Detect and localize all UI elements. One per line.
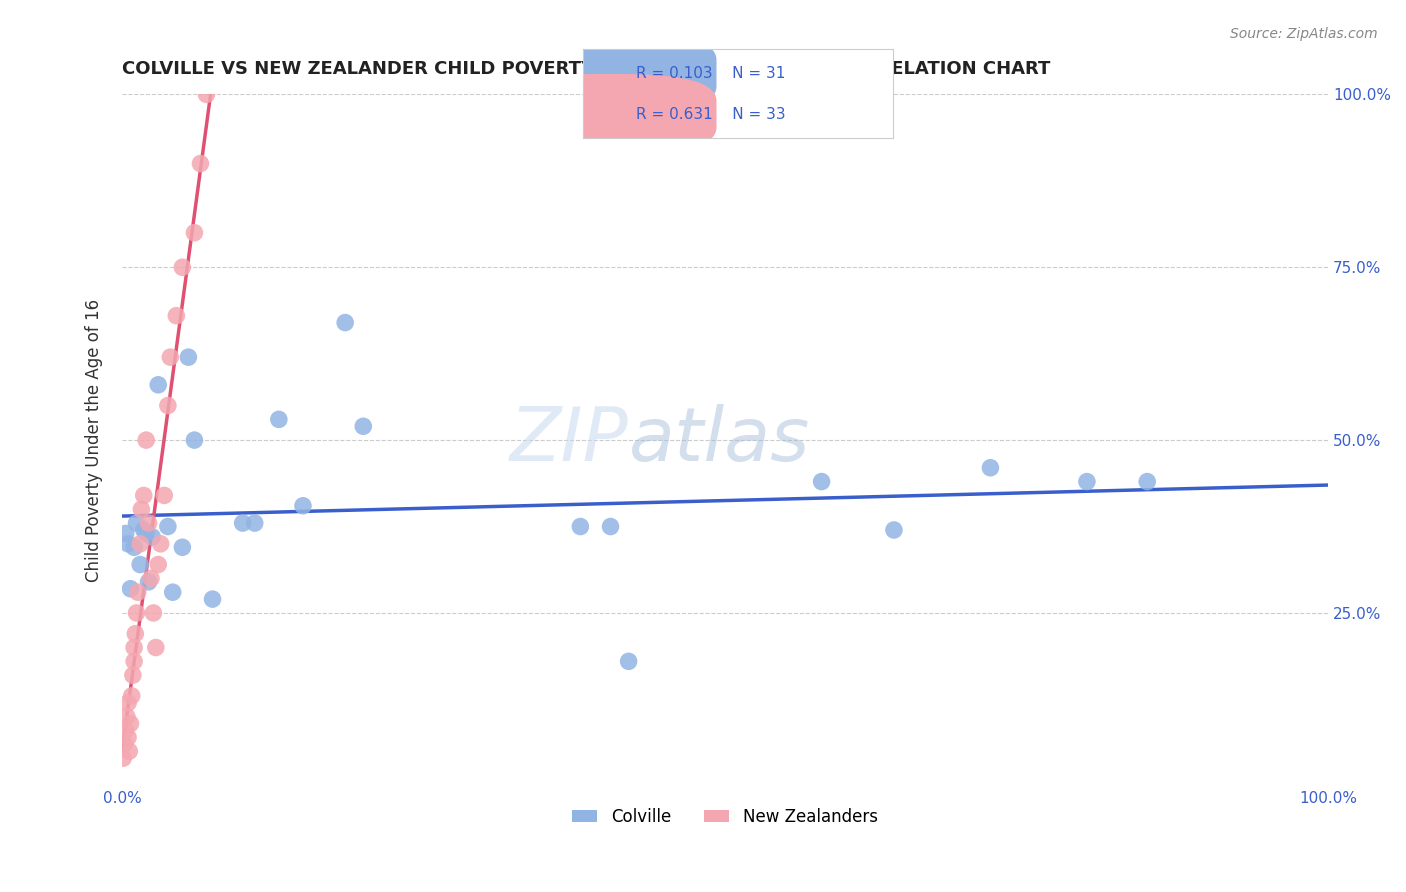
Point <box>118 744 141 758</box>
Point <box>177 350 200 364</box>
Point <box>190 156 212 170</box>
Point <box>599 519 621 533</box>
Point <box>122 640 145 655</box>
Point <box>352 419 374 434</box>
Point <box>883 523 905 537</box>
Point <box>142 606 165 620</box>
Point <box>183 226 205 240</box>
Point <box>114 737 136 751</box>
Point <box>149 537 172 551</box>
Point <box>267 412 290 426</box>
FancyBboxPatch shape <box>501 33 717 113</box>
Point <box>172 260 194 275</box>
Point <box>120 582 142 596</box>
Point <box>153 488 176 502</box>
Point <box>148 558 170 572</box>
Point <box>139 571 162 585</box>
Point <box>125 606 148 620</box>
Point <box>122 541 145 555</box>
Y-axis label: Child Poverty Under the Age of 16: Child Poverty Under the Age of 16 <box>86 299 103 582</box>
Point <box>165 309 187 323</box>
Point <box>810 475 832 489</box>
Point <box>1136 475 1159 489</box>
Point <box>617 654 640 668</box>
Point <box>135 526 157 541</box>
Point <box>232 516 254 530</box>
Point <box>201 592 224 607</box>
Text: atlas: atlas <box>628 404 810 476</box>
Point <box>183 433 205 447</box>
Point <box>335 316 357 330</box>
Point <box>138 516 160 530</box>
Point <box>131 502 153 516</box>
Point <box>156 519 179 533</box>
Point <box>291 499 314 513</box>
Point <box>132 523 155 537</box>
Point <box>132 488 155 502</box>
Point <box>112 751 135 765</box>
Point <box>117 731 139 745</box>
Point <box>569 519 592 533</box>
Point <box>114 723 136 738</box>
Point <box>141 530 163 544</box>
Point <box>172 541 194 555</box>
Point <box>114 526 136 541</box>
Point <box>115 709 138 723</box>
Point <box>121 689 143 703</box>
Point <box>195 87 218 102</box>
Point <box>243 516 266 530</box>
Point <box>120 716 142 731</box>
Point <box>148 377 170 392</box>
Text: R = 0.103    N = 31: R = 0.103 N = 31 <box>636 66 786 80</box>
Point <box>129 558 152 572</box>
Text: ZIP: ZIP <box>510 404 628 476</box>
Text: COLVILLE VS NEW ZEALANDER CHILD POVERTY UNDER THE AGE OF 16 CORRELATION CHART: COLVILLE VS NEW ZEALANDER CHILD POVERTY … <box>122 60 1050 78</box>
Point <box>979 460 1001 475</box>
Point <box>159 350 181 364</box>
Point <box>156 399 179 413</box>
Point <box>124 626 146 640</box>
Legend: Colville, New Zealanders: Colville, New Zealanders <box>565 801 884 833</box>
Point <box>127 585 149 599</box>
Point <box>162 585 184 599</box>
Point <box>1076 475 1098 489</box>
Point <box>129 537 152 551</box>
Point <box>122 668 145 682</box>
Point <box>125 516 148 530</box>
Text: R = 0.631    N = 33: R = 0.631 N = 33 <box>636 107 786 121</box>
Point <box>122 654 145 668</box>
Point <box>135 433 157 447</box>
Point <box>138 574 160 589</box>
Point <box>145 640 167 655</box>
Point <box>117 537 139 551</box>
Text: Source: ZipAtlas.com: Source: ZipAtlas.com <box>1230 27 1378 41</box>
Point <box>117 696 139 710</box>
FancyBboxPatch shape <box>501 74 717 154</box>
